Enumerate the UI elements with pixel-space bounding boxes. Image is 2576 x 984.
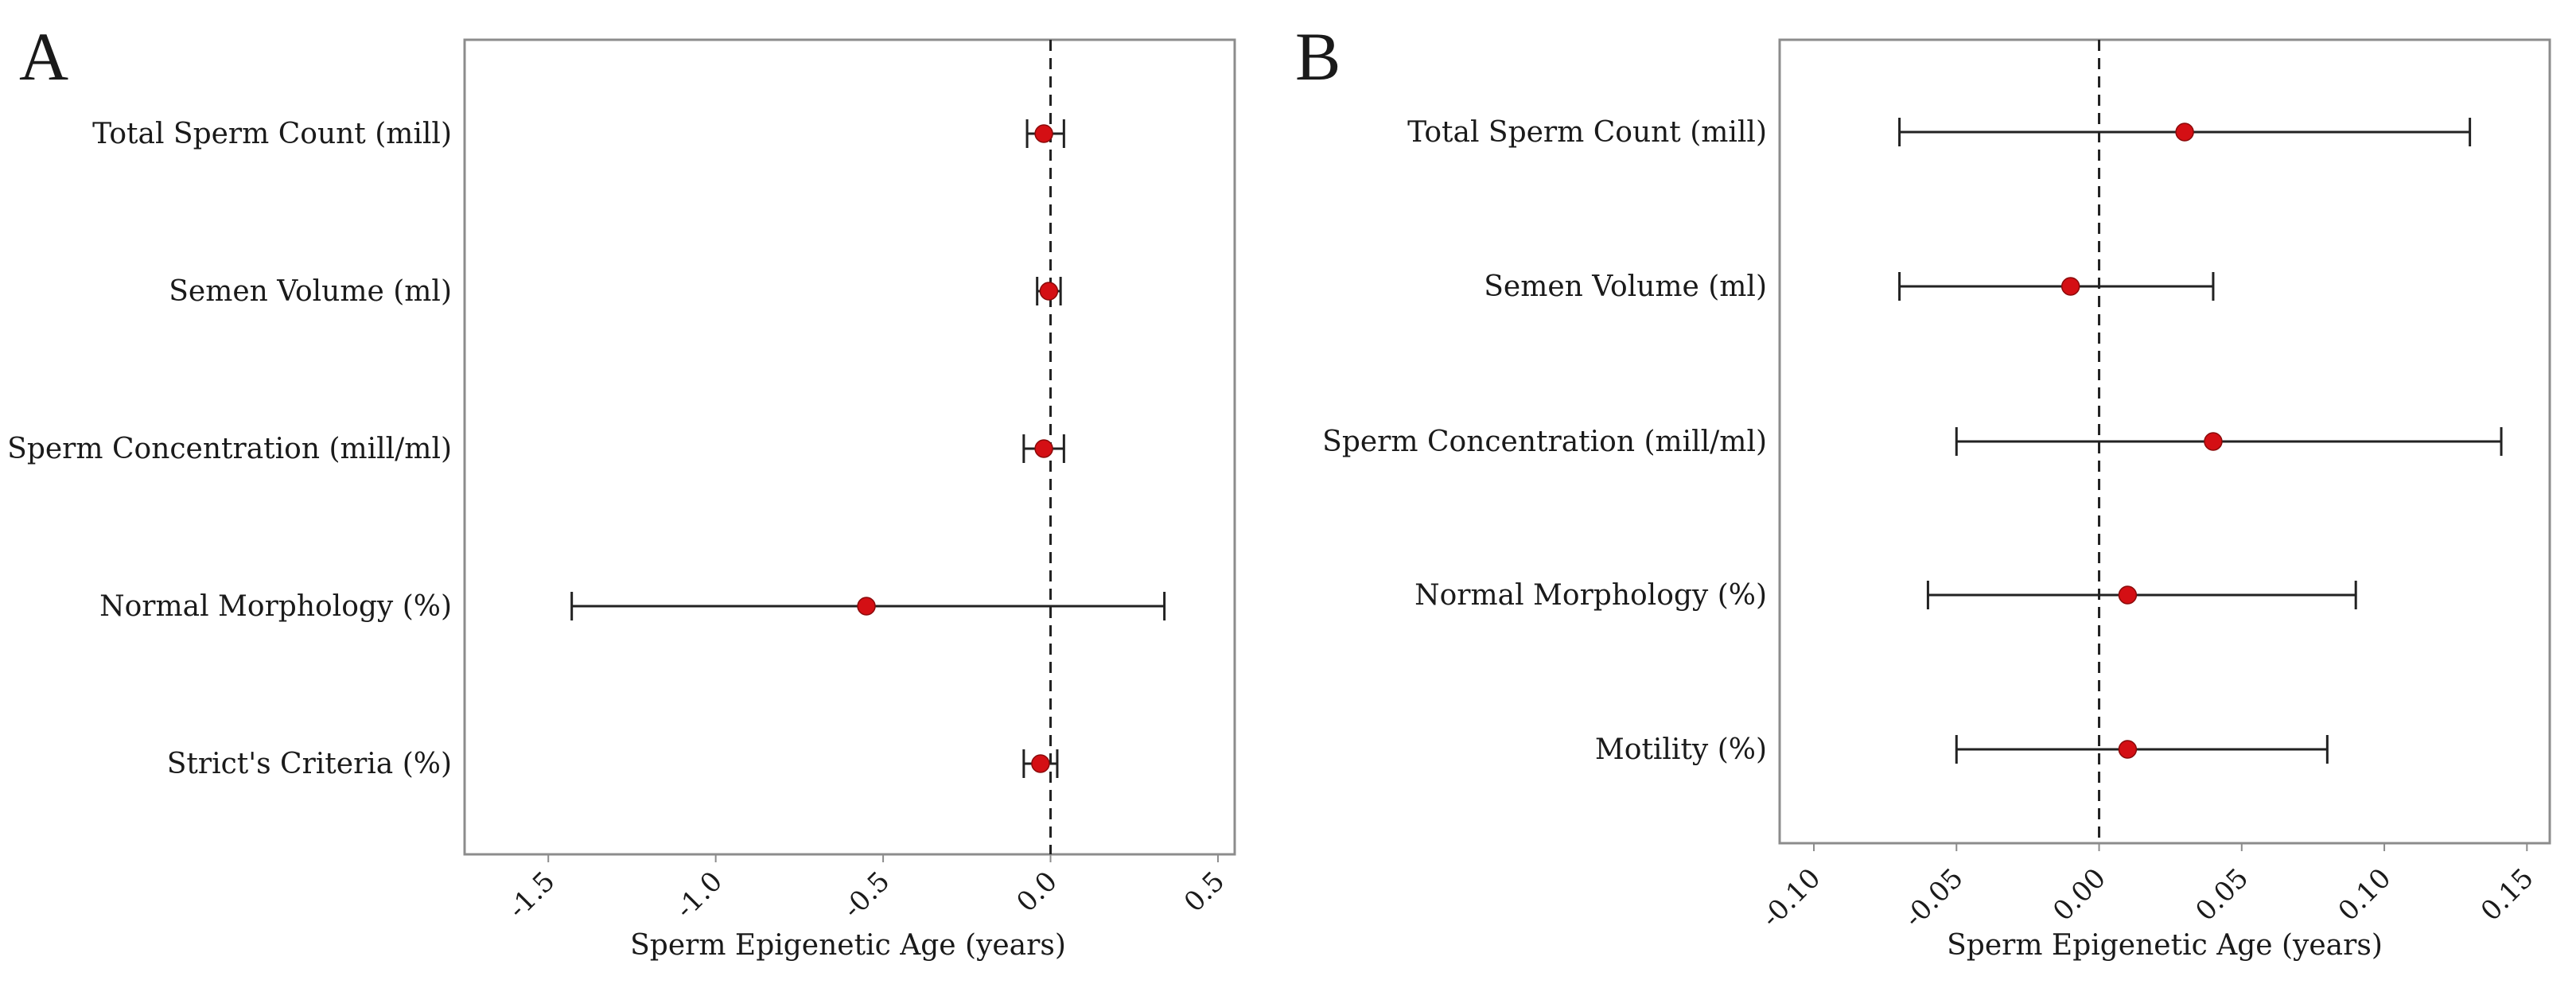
panel-a-row-label: Sperm Concentration (mill/ml) bbox=[7, 433, 452, 465]
panel-b-point-estimate bbox=[2175, 123, 2194, 142]
panel-b-row-label: Sperm Concentration (mill/ml) bbox=[1322, 426, 1767, 458]
panel-a-x-tick-label: -1.0 bbox=[669, 865, 729, 925]
panel-b-x-tick-label: 0.05 bbox=[2189, 862, 2255, 928]
panel-a-point-estimate bbox=[1034, 124, 1053, 143]
panel-b-point-estimate bbox=[2118, 740, 2138, 759]
panel-a-row-label: Normal Morphology (%) bbox=[99, 590, 452, 623]
panel-b-row-label: Normal Morphology (%) bbox=[1414, 579, 1767, 612]
panel-a-x-tick-label: 0.5 bbox=[1178, 865, 1232, 919]
panel-b-x-tick-label: 0.00 bbox=[2047, 862, 2112, 928]
panel-a-point-estimate bbox=[1039, 282, 1059, 301]
panel-a-x-tick-label: 0.0 bbox=[1010, 865, 1064, 919]
panel-b-x-tick-label: 0.10 bbox=[2333, 862, 2398, 928]
panel-b-row-label: Motility (%) bbox=[1595, 733, 1767, 766]
panel-b-label: B bbox=[1295, 18, 1341, 95]
panel-a: A Sperm Epigenetic Age (years) -1.5 -1.0 -… bbox=[7, 18, 1236, 962]
panel-b-x-axis-title: Sperm Epigenetic Age (years) bbox=[1947, 929, 2383, 962]
panel-b-point-estimate bbox=[2204, 432, 2223, 451]
panel-a-x-tick-label: -1.5 bbox=[502, 865, 562, 925]
panel-a-row-label: Semen Volume (ml) bbox=[169, 275, 452, 308]
panel-a-x-axis-title: Sperm Epigenetic Age (years) bbox=[630, 929, 1066, 962]
panel-a-point-estimate bbox=[1034, 439, 1053, 458]
panel-a-row-label: Total Sperm Count (mill) bbox=[92, 118, 452, 150]
panel-a-point-estimate bbox=[857, 597, 876, 616]
panel-b-point-estimate bbox=[2118, 585, 2138, 605]
panel-b: B Sperm Epigenetic Age (years) -0.10 -0.0… bbox=[1295, 18, 2551, 962]
panel-a-row-label: Strict's Criteria (%) bbox=[167, 748, 452, 780]
panel-a-point-estimate bbox=[1031, 754, 1050, 773]
panel-b-x-tick-label: -0.10 bbox=[1755, 862, 1827, 934]
panel-b-x-tick-label: 0.15 bbox=[2475, 862, 2540, 928]
panel-a-label: A bbox=[19, 18, 68, 95]
panel-a-plot-frame bbox=[463, 38, 1236, 856]
panel-b-point-estimate bbox=[2060, 277, 2080, 296]
panel-a-x-tick-label: -0.5 bbox=[837, 865, 897, 925]
panel-b-x-tick-label: -0.05 bbox=[1898, 862, 1970, 934]
panel-b-row-label: Total Sperm Count (mill) bbox=[1407, 116, 1767, 149]
panel-b-plot-frame bbox=[1778, 38, 2551, 845]
panel-b-row-label: Semen Volume (ml) bbox=[1484, 270, 1767, 303]
